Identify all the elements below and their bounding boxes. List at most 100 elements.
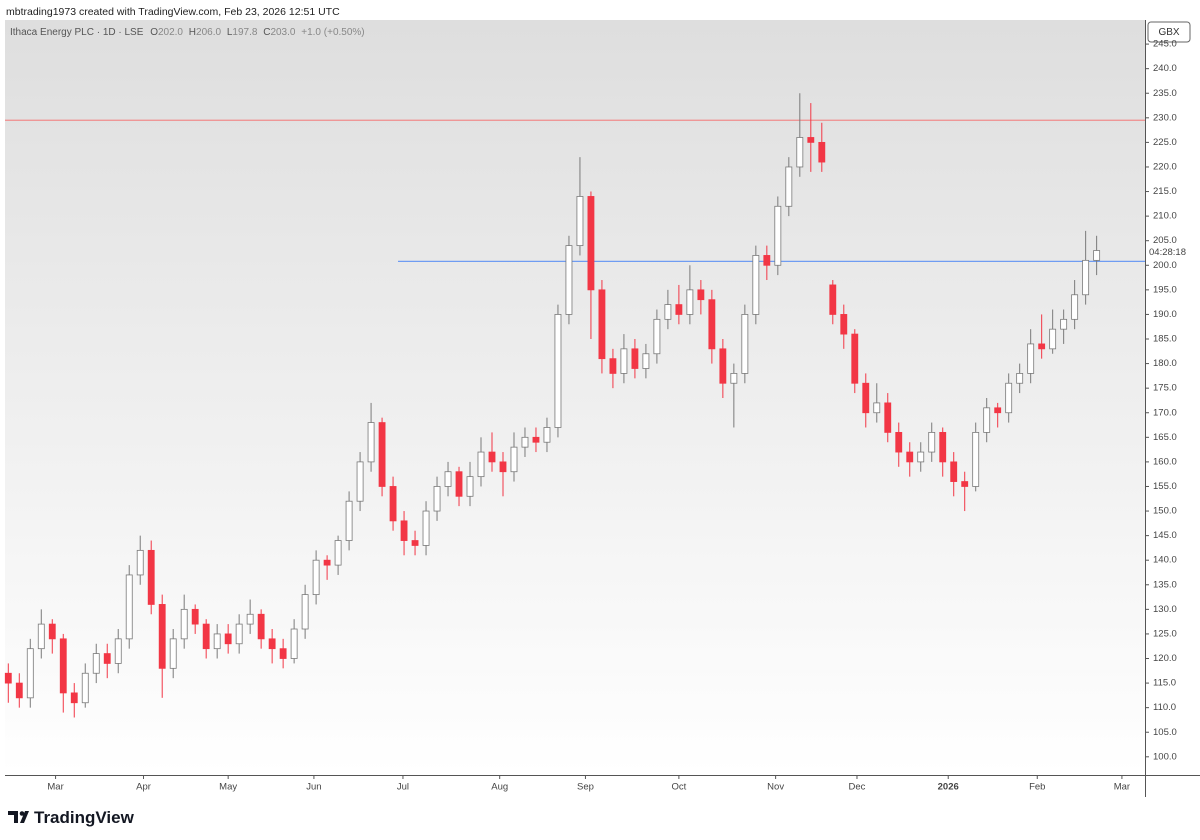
- candle-body: [323, 559, 331, 566]
- x-tick-label: 2026: [938, 782, 959, 793]
- x-tick-label: May: [219, 782, 237, 793]
- candle-body: [532, 436, 540, 443]
- candle-body: [675, 304, 683, 315]
- y-tick-label: 240.0: [1153, 63, 1177, 74]
- legend-key: O: [150, 27, 158, 38]
- candle-body: [796, 137, 804, 168]
- candle-body: [70, 692, 78, 704]
- y-tick-label: 185.0: [1153, 334, 1177, 345]
- candle-body: [180, 608, 188, 640]
- y-tick-label: 220.0: [1153, 161, 1177, 172]
- candle-body: [235, 623, 243, 645]
- y-tick-label: 140.0: [1153, 555, 1177, 566]
- candle-body: [906, 451, 914, 463]
- candle-body: [785, 166, 793, 207]
- x-tick-label: Apr: [136, 782, 151, 793]
- candle-body: [466, 476, 474, 497]
- y-tick-label: 115.0: [1153, 678, 1176, 689]
- candle-body: [653, 318, 661, 355]
- candle-body: [114, 638, 122, 664]
- candle-body: [1027, 343, 1035, 374]
- candle-body: [543, 427, 551, 443]
- legend-value: 202.0: [158, 27, 183, 38]
- candle-body: [433, 486, 441, 512]
- candle-body: [1005, 382, 1013, 414]
- candle-body: [224, 633, 232, 645]
- candle-body: [477, 451, 485, 478]
- candle-body: [862, 382, 870, 414]
- candle-body: [895, 431, 903, 453]
- y-tick-label: 110.0: [1153, 702, 1176, 713]
- candle-body: [510, 446, 518, 473]
- candle-body: [147, 549, 155, 605]
- legend-key: C: [263, 27, 270, 38]
- candle-body: [587, 196, 595, 291]
- candle-body: [664, 304, 672, 320]
- y-tick-label: 145.0: [1153, 530, 1177, 541]
- candle-body: [37, 623, 45, 650]
- candle-body: [290, 628, 298, 659]
- y-tick-label: 205.0: [1153, 235, 1177, 246]
- x-tick-label: Aug: [491, 782, 508, 793]
- attribution: mbtrading1973 created with TradingView.c…: [6, 6, 340, 18]
- y-tick-label: 130.0: [1153, 604, 1177, 615]
- y-tick-label: 175.0: [1153, 383, 1177, 394]
- candle-body: [719, 348, 727, 384]
- y-tick-label: 245.0: [1153, 39, 1177, 50]
- candle-body: [81, 672, 89, 704]
- countdown: 04:28:18: [1149, 247, 1186, 258]
- candle-body: [191, 608, 199, 625]
- candle-body: [697, 289, 705, 301]
- candle-body: [741, 314, 749, 374]
- brand-logo: TradingView: [8, 808, 135, 827]
- y-tick-label: 235.0: [1153, 88, 1177, 99]
- y-tick-label: 125.0: [1153, 628, 1177, 639]
- candle-body: [752, 255, 760, 315]
- candle-body: [400, 520, 408, 541]
- legend-value: 203.0: [270, 27, 295, 38]
- candle-body: [92, 653, 100, 674]
- legend-key: L: [227, 27, 233, 38]
- candle-body: [631, 348, 639, 369]
- y-tick-label: 135.0: [1153, 579, 1177, 590]
- candle-body: [642, 353, 650, 369]
- candle-body: [609, 358, 617, 374]
- candle-body: [268, 638, 276, 650]
- candle-body: [59, 638, 67, 694]
- candle-body: [26, 648, 34, 699]
- candle-body: [422, 510, 430, 546]
- candle-body: [444, 471, 452, 487]
- candle-body: [763, 255, 771, 266]
- y-tick-label: 100.0: [1153, 751, 1177, 762]
- legend-value: 206.0: [196, 27, 221, 38]
- candle-body: [818, 141, 826, 163]
- candle-body: [301, 594, 309, 630]
- candle-body: [488, 451, 496, 463]
- candle-body: [1093, 250, 1101, 261]
- candle-body: [345, 500, 353, 541]
- currency-box: [1147, 21, 1191, 43]
- candle-body: [1060, 318, 1068, 330]
- y-tick-label: 200.0: [1153, 260, 1177, 271]
- chart-title: Ithaca Energy PLC · 1D · LSE: [10, 27, 144, 38]
- candle-body: [917, 451, 925, 463]
- candle-body: [554, 314, 562, 428]
- candle-body: [598, 289, 606, 360]
- x-tick-label: Oct: [671, 782, 686, 793]
- x-tick-label: Dec: [849, 782, 866, 793]
- candle-body: [730, 373, 738, 384]
- y-tick-label: 155.0: [1153, 481, 1177, 492]
- candle-body: [961, 481, 969, 487]
- x-tick-label: Mar: [47, 782, 63, 793]
- brand: TradingView: [34, 808, 135, 827]
- candle-body: [136, 549, 144, 576]
- candle-body: [15, 682, 23, 699]
- candle-body: [103, 653, 111, 664]
- candle-body: [257, 613, 265, 640]
- candle-body: [620, 348, 628, 374]
- candles: [4, 93, 1101, 718]
- y-tick-label: 105.0: [1153, 727, 1177, 738]
- candle-body: [499, 461, 507, 473]
- candle-body: [279, 648, 287, 659]
